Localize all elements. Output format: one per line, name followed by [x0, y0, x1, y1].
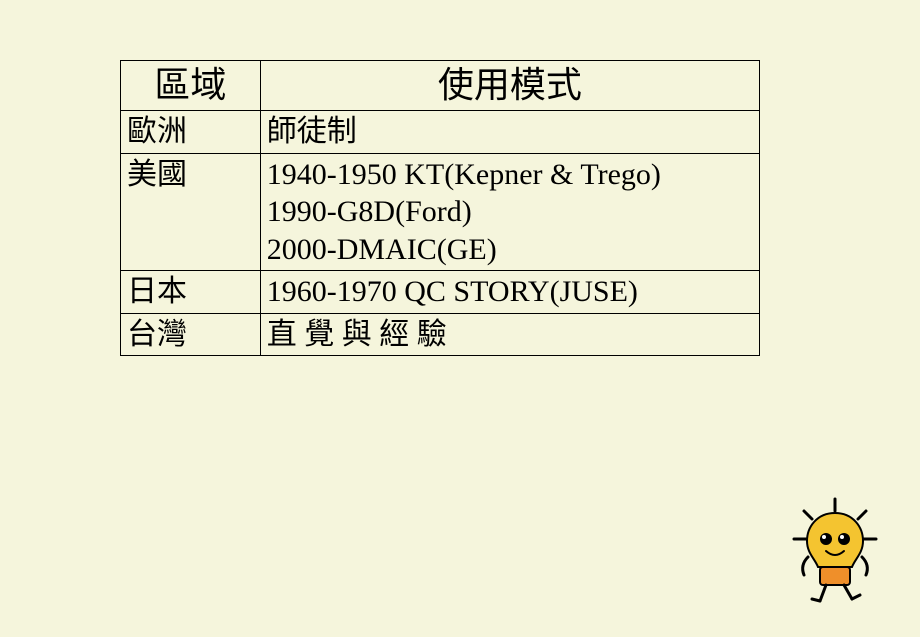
col-header-mode: 使用模式	[260, 61, 759, 111]
cell-mode-text: 1960-1970 QC STORY(JUSE)	[267, 275, 638, 308]
table-row: 美國 1940-1950 KT(Kepner & Trego) 1990-G8D…	[121, 153, 760, 271]
cell-region-text: 美國	[127, 158, 187, 191]
cell-region: 美國	[121, 153, 261, 271]
cell-mode: 1960-1970 QC STORY(JUSE)	[260, 271, 759, 314]
cell-mode-text: 1940-1950 KT(Kepner & Trego) 1990-G8D(Fo…	[267, 158, 661, 266]
table-row: 歐洲 師徒制	[121, 111, 760, 154]
cell-region-text: 台灣	[127, 318, 187, 351]
lightbulb-idea-icon	[790, 497, 880, 607]
cell-region-text: 歐洲	[127, 115, 187, 148]
cell-mode-text: 直 覺 與 經 驗	[267, 318, 447, 351]
cell-region-text: 日本	[127, 275, 187, 308]
slide: 區域 使用模式 歐洲 師徒制 美國 1940	[0, 0, 920, 637]
table-header-row: 區域 使用模式	[121, 61, 760, 111]
cell-mode-text: 師徒制	[267, 115, 357, 148]
table-row: 台灣 直 覺 與 經 驗	[121, 313, 760, 356]
col-header-mode-text: 使用模式	[438, 65, 582, 105]
cell-mode: 1940-1950 KT(Kepner & Trego) 1990-G8D(Fo…	[260, 153, 759, 271]
methods-table: 區域 使用模式 歐洲 師徒制 美國 1940	[120, 60, 760, 356]
cell-mode: 直 覺 與 經 驗	[260, 313, 759, 356]
table-row: 日本 1960-1970 QC STORY(JUSE)	[121, 271, 760, 314]
cell-mode: 師徒制	[260, 111, 759, 154]
cell-region: 歐洲	[121, 111, 261, 154]
cell-region: 日本	[121, 271, 261, 314]
col-header-region: 區域	[121, 61, 261, 111]
cell-region: 台灣	[121, 313, 261, 356]
col-header-region-text: 區域	[154, 65, 226, 105]
